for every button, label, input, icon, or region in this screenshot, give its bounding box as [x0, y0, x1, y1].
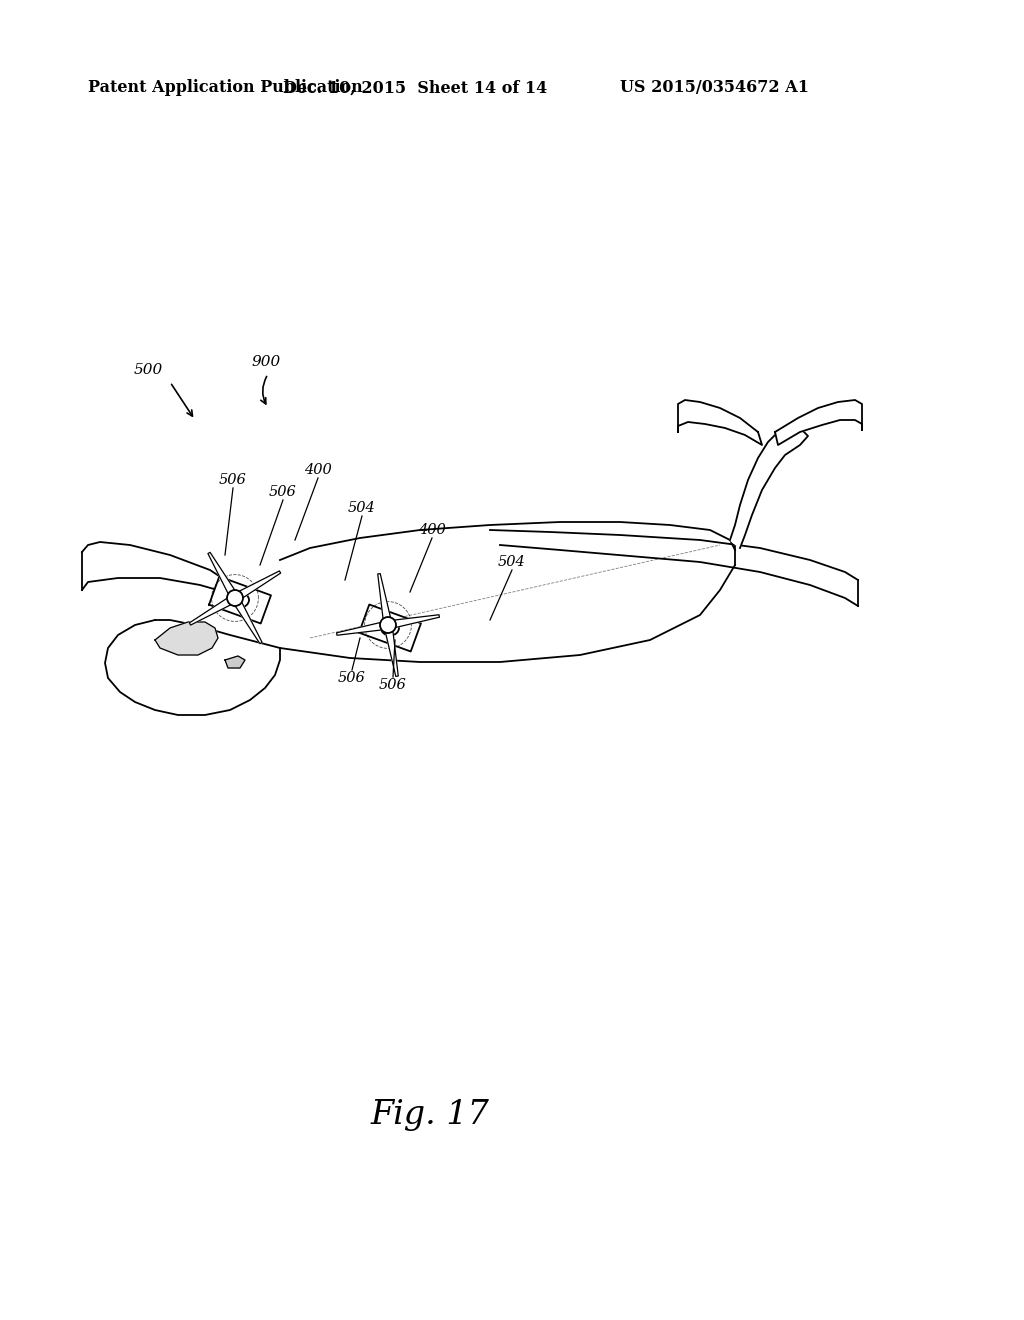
Text: 900: 900: [252, 355, 282, 370]
Polygon shape: [225, 656, 245, 668]
Text: 504: 504: [348, 502, 376, 515]
Text: US 2015/0354672 A1: US 2015/0354672 A1: [620, 79, 809, 96]
Polygon shape: [105, 521, 735, 715]
Text: 506: 506: [219, 473, 247, 487]
Circle shape: [380, 616, 396, 634]
Text: 500: 500: [134, 363, 163, 378]
Text: 400: 400: [304, 463, 332, 477]
Polygon shape: [384, 624, 398, 676]
Text: Dec. 10, 2015  Sheet 14 of 14: Dec. 10, 2015 Sheet 14 of 14: [283, 79, 547, 96]
Polygon shape: [775, 400, 862, 445]
Ellipse shape: [381, 620, 399, 635]
Polygon shape: [337, 620, 389, 635]
Polygon shape: [730, 428, 808, 548]
Polygon shape: [387, 615, 439, 630]
Text: 504: 504: [498, 554, 526, 569]
Polygon shape: [231, 595, 262, 644]
Text: Fig. 17: Fig. 17: [371, 1100, 489, 1131]
Polygon shape: [208, 552, 239, 601]
Text: 506: 506: [379, 678, 407, 692]
Text: Patent Application Publication: Patent Application Publication: [88, 79, 362, 96]
Polygon shape: [232, 572, 281, 602]
Polygon shape: [155, 622, 218, 655]
Circle shape: [227, 590, 243, 606]
Polygon shape: [209, 577, 271, 623]
Text: 506: 506: [269, 484, 297, 499]
Ellipse shape: [231, 593, 249, 607]
Polygon shape: [490, 531, 858, 606]
Polygon shape: [678, 400, 762, 445]
Polygon shape: [189, 594, 238, 626]
Polygon shape: [359, 605, 421, 652]
Polygon shape: [82, 543, 260, 609]
Text: 400: 400: [418, 523, 445, 537]
Polygon shape: [378, 574, 392, 626]
Text: 506: 506: [338, 671, 366, 685]
